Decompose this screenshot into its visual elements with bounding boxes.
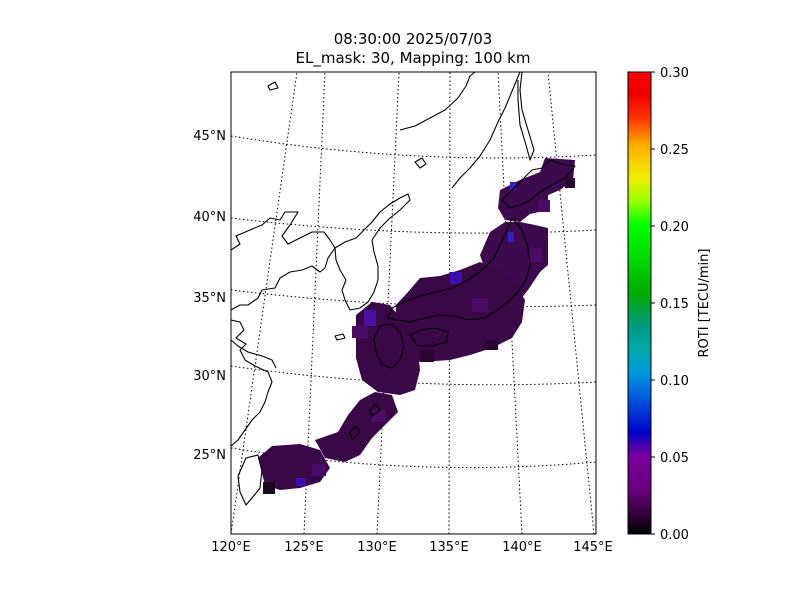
coast-sakhalin bbox=[517, 72, 535, 161]
roti-cell-purple3 bbox=[528, 248, 542, 262]
coast-taiwan bbox=[237, 454, 263, 506]
lon-tick-label: 135°E bbox=[429, 540, 469, 555]
roti-cell-purple6 bbox=[312, 464, 326, 476]
colorbar-tick-label: 0.00 bbox=[660, 528, 689, 543]
map-area bbox=[231, 72, 596, 534]
roti-cell-honshu bbox=[395, 262, 525, 362]
meridian-145e bbox=[547, 72, 595, 534]
coast-honshu bbox=[387, 217, 531, 323]
parallel-35n bbox=[231, 289, 596, 308]
colorbar-gradient bbox=[627, 71, 652, 535]
lon-tick-labels: 120°E 125°E 130°E 135°E 140°E 145°E bbox=[211, 540, 613, 555]
coast-island-north bbox=[414, 157, 427, 169]
coast-mainland bbox=[231, 319, 273, 447]
coastlines bbox=[231, 72, 576, 506]
lat-tick-label: 25°N bbox=[193, 448, 226, 463]
map-frame bbox=[230, 71, 597, 535]
colorbar-label: ROTI [TECU/min] bbox=[697, 249, 712, 358]
roti-cell-purple5 bbox=[538, 200, 550, 212]
roti-cell-blue4 bbox=[364, 310, 376, 326]
lat-tick-label: 40°N bbox=[193, 210, 226, 225]
meridian-130e bbox=[376, 72, 400, 534]
parallel-30n bbox=[231, 365, 596, 386]
roti-cell-blue2 bbox=[510, 182, 516, 190]
roti-cell-dark3 bbox=[486, 340, 498, 350]
coast-island-nw bbox=[267, 81, 279, 91]
lon-tick-label: 145°E bbox=[573, 540, 613, 555]
lon-tick-label: 140°E bbox=[502, 540, 542, 555]
coast-kyushu bbox=[373, 323, 405, 369]
coast-jeju bbox=[334, 333, 346, 341]
coast-east-china bbox=[231, 339, 277, 369]
coast-amami bbox=[369, 403, 381, 417]
coast-hokkaido bbox=[501, 159, 576, 209]
meridian-135e bbox=[448, 72, 451, 534]
title-settings: EL_mask: 30, Mapping: 100 km bbox=[295, 49, 531, 67]
roti-cell-dark2 bbox=[420, 350, 434, 362]
colorbar-tick-label: 0.10 bbox=[660, 374, 689, 389]
coast-korea bbox=[334, 193, 411, 311]
roti-cell-dark bbox=[263, 482, 275, 494]
roti-cell-purple4 bbox=[372, 410, 386, 422]
colorbar-tick-label: 0.20 bbox=[660, 220, 689, 235]
coast-bohai bbox=[231, 211, 336, 311]
lat-tick-label: 45°N bbox=[193, 129, 226, 144]
meridian-140e bbox=[497, 72, 523, 534]
lon-tick-label: 130°E bbox=[357, 540, 397, 555]
coast-okinawa bbox=[349, 425, 361, 441]
title-timestamp: 08:30:00 2025/07/03 bbox=[333, 30, 493, 48]
lat-tick-labels: 25°N 30°N 35°N 40°N 45°N bbox=[193, 129, 226, 463]
roti-cell-sakishima bbox=[258, 444, 330, 490]
colorbar-ticks bbox=[651, 71, 655, 535]
coast-russia2 bbox=[451, 72, 521, 189]
roti-cell-blue5 bbox=[296, 478, 306, 486]
roti-cell-blue3 bbox=[508, 232, 514, 242]
colorbar: 0.00 0.05 0.10 0.15 0.20 0.25 0.30 ROTI … bbox=[627, 66, 712, 543]
meridian-120e bbox=[231, 72, 298, 534]
lat-tick-label: 30°N bbox=[193, 369, 226, 384]
coast-shikoku bbox=[409, 327, 449, 347]
colorbar-tick-label: 0.05 bbox=[660, 451, 689, 466]
roti-cell-purple1 bbox=[352, 326, 368, 338]
lon-tick-label: 125°E bbox=[284, 540, 324, 555]
colorbar-tick-label: 0.25 bbox=[660, 143, 689, 158]
roti-cell-blue1 bbox=[450, 272, 462, 284]
roti-cell-purple2 bbox=[472, 298, 488, 312]
parallel-45n bbox=[231, 135, 596, 159]
map-title: 08:30:00 2025/07/03 EL_mask: 30, Mapping… bbox=[230, 30, 596, 68]
roti-cell-dark4 bbox=[565, 178, 575, 188]
coast-russia bbox=[399, 72, 476, 131]
colorbar-tick-label: 0.30 bbox=[660, 66, 689, 81]
colorbar-tick-label: 0.15 bbox=[660, 297, 689, 312]
lon-tick-label: 120°E bbox=[211, 540, 251, 555]
lat-tick-label: 35°N bbox=[193, 291, 226, 306]
